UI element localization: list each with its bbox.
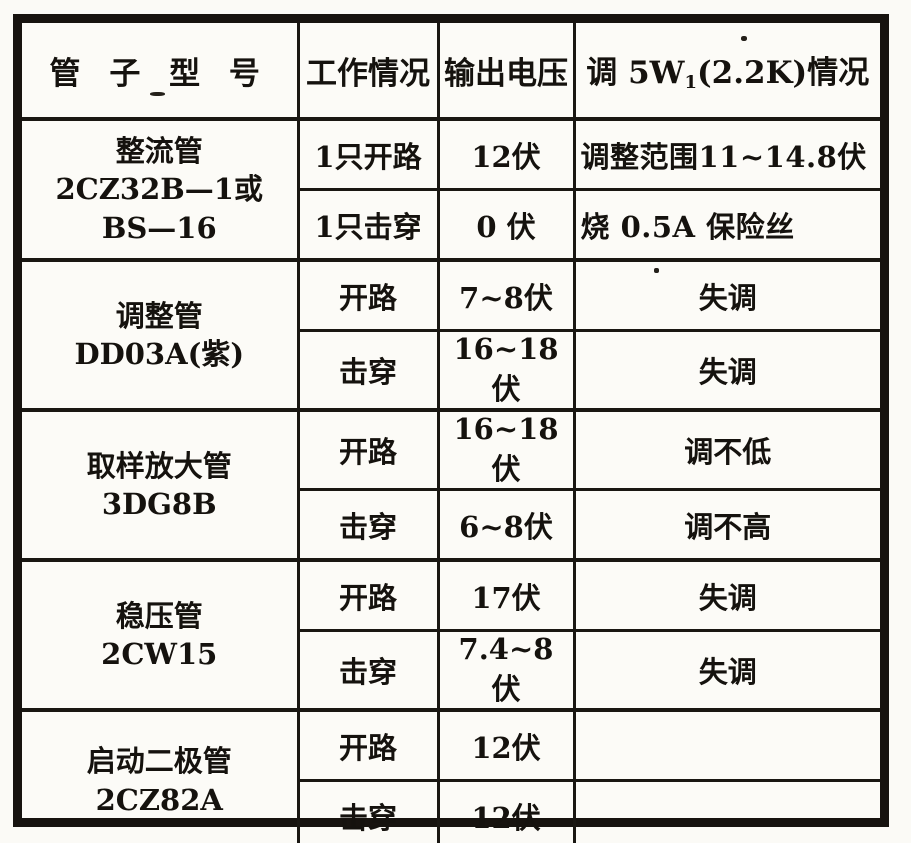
result-cell: 调不高 xyxy=(572,488,880,562)
condition-cell: 击穿 xyxy=(298,329,440,412)
voltage-cell: 16~18伏 xyxy=(436,329,576,412)
condition-cell: 开路 xyxy=(296,258,440,332)
result-cell: 调整范围11~14.8伏 xyxy=(572,117,880,191)
voltage-cell: 7~8伏 xyxy=(436,258,576,332)
result-cell: 烧 0.5A 保险丝 xyxy=(572,188,880,262)
model-line: BS—16 xyxy=(101,210,217,245)
condition-cell: 开路 xyxy=(296,558,440,632)
table-row: 稳压管 2CW15 开路 17伏 失调 xyxy=(22,558,880,712)
model-line: 2CZ82A xyxy=(95,782,223,817)
result-cell: 失调 xyxy=(572,329,880,412)
model-line: 3DG8B xyxy=(101,487,217,521)
model-lines: 启动二极管 2CZ82A xyxy=(22,742,297,819)
header-adjust-prefix: 调 5W xyxy=(586,54,685,91)
model-lines: 取样放大管 3DG8B xyxy=(22,447,297,524)
condition-cell: 击穿 xyxy=(298,779,440,843)
model-lines: 整流管 2CZ32B—1或 BS—16 xyxy=(22,132,297,247)
model-cell-rectifier: 整流管 2CZ32B—1或 BS—16 xyxy=(22,117,300,262)
scan-artifact xyxy=(741,36,747,41)
condition-cell: 开路 xyxy=(296,708,440,782)
scan-artifact xyxy=(150,92,165,96)
condition-cell: 1只击穿 xyxy=(298,188,440,262)
header-voltage: 输出电压 xyxy=(436,23,576,121)
model-cell-starting-diode: 启动二极管 2CZ82A xyxy=(22,708,300,843)
model-line: DD03A(紫) xyxy=(74,337,245,371)
voltage-cell: 6~8伏 xyxy=(436,488,576,562)
result-cell xyxy=(572,779,880,843)
table-frame: 管 子 型 号 工作情况 输出电压 调 5W1(2.2K)情况 整流管 2CZ3… xyxy=(13,14,889,843)
header-adjust-suffix: (2.2K)情况 xyxy=(696,54,870,91)
table-header-row: 管 子 型 号 工作情况 输出电压 调 5W1(2.2K)情况 xyxy=(22,23,880,121)
result-cell xyxy=(572,708,880,782)
model-lines: 稳压管 2CW15 xyxy=(22,597,297,674)
model-cell-regulator: 调整管 DD03A(紫) xyxy=(22,258,300,412)
result-cell: 失调 xyxy=(572,629,880,712)
voltage-cell: 16~18伏 xyxy=(436,408,576,491)
model-line: 整流管 xyxy=(115,134,203,169)
voltage-cell: 7.4~8 伏 xyxy=(436,629,576,712)
result-cell: 调不低 xyxy=(572,408,880,491)
table-row: 1只击穿 0 伏 烧 0.5A 保险丝 xyxy=(22,188,880,262)
model-line: 稳压管 xyxy=(115,598,203,633)
table-row: 启动二极管 2CZ82A 开路 12伏 xyxy=(22,708,880,843)
voltage-cell: 17伏 xyxy=(436,558,576,632)
result-cell: 失调 xyxy=(572,558,880,632)
header-condition: 工作情况 xyxy=(296,23,440,121)
model-line: 取样放大管 xyxy=(86,448,232,483)
table-row: 取样放大管 3DG8B 开路 16~18伏 调不低 xyxy=(22,408,880,562)
table-row: 整流管 2CZ32B—1或 BS—16 1只开路 12伏 调整范围11~14.8… xyxy=(22,117,880,262)
header-model: 管 子 型 号 xyxy=(22,23,300,121)
condition-cell: 击穿 xyxy=(298,488,440,562)
table-row: 调整管 DD03A(紫) 开路 7~8伏 失调 xyxy=(22,258,880,412)
header-adjust: 调 5W1(2.2K)情况 xyxy=(572,23,880,121)
voltage-cell: 0 伏 xyxy=(436,188,576,262)
voltage-cell: 12伏 xyxy=(436,708,576,782)
model-lines: 调整管 DD03A(紫) xyxy=(22,297,297,374)
table-row: 击穿 16~18伏 失调 xyxy=(22,329,880,412)
tube-fault-table: 管 子 型 号 工作情况 输出电压 调 5W1(2.2K)情况 整流管 2CZ3… xyxy=(22,23,880,843)
model-cell-sampling-amplifier: 取样放大管 3DG8B xyxy=(22,408,300,562)
table-row: 击穿 6~8伏 调不高 xyxy=(22,488,880,562)
model-line: 2CZ32B—1或 xyxy=(55,172,263,207)
condition-cell: 击穿 xyxy=(298,629,440,712)
voltage-cell: 12伏 xyxy=(436,779,576,843)
header-adjust-subscript: 1 xyxy=(684,72,697,94)
condition-cell: 开路 xyxy=(296,408,440,491)
condition-cell: 1只开路 xyxy=(296,117,440,191)
table-row: 击穿 12伏 xyxy=(22,779,880,843)
scan-artifact xyxy=(654,268,659,273)
result-cell: 失调 xyxy=(572,258,880,332)
table-row: 击穿 7.4~8 伏 失调 xyxy=(22,629,880,712)
model-line: 2CW15 xyxy=(101,637,218,671)
voltage-cell: 12伏 xyxy=(436,117,576,191)
model-cell-stabilizer: 稳压管 2CW15 xyxy=(22,558,300,712)
model-line: 启动二极管 xyxy=(86,744,232,779)
model-line: 调整管 xyxy=(115,298,203,333)
